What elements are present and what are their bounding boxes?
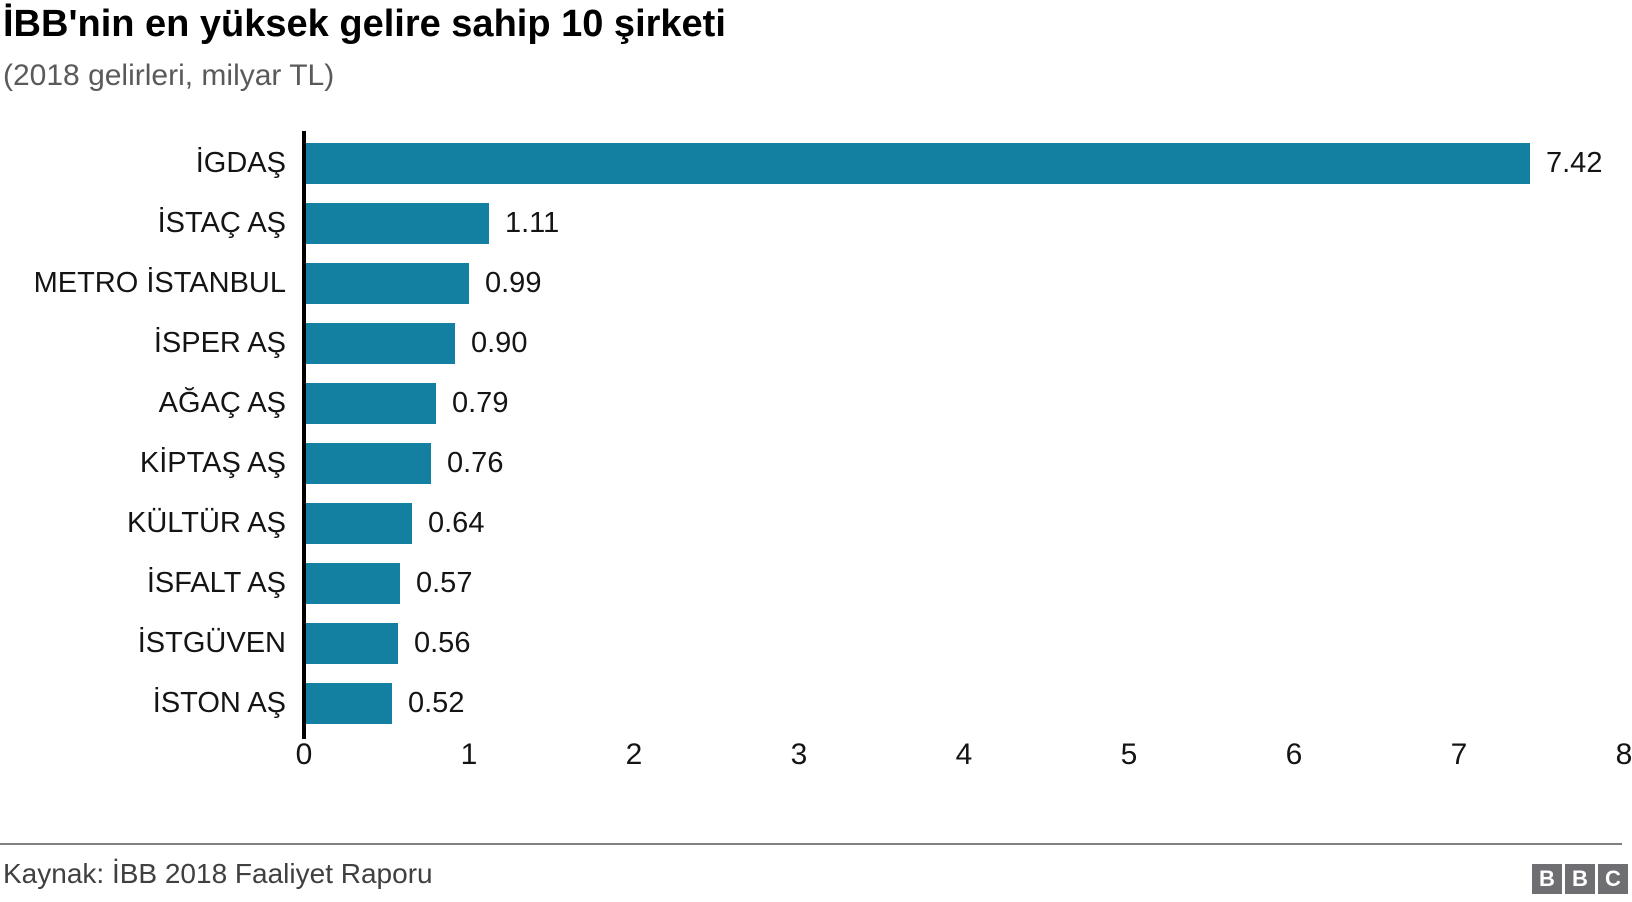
footer-divider <box>0 843 1622 845</box>
x-tick-label: 2 <box>625 738 643 771</box>
bar-rows: İGDAŞ 7.42 İSTAÇ AŞ 1.11 METRO İSTANBUL 0.99 İ… <box>0 133 1632 733</box>
bar-row: İSTGÜVEN 0.56 <box>0 613 1632 673</box>
bar <box>306 322 455 364</box>
bar-row: KİPTAŞ AŞ 0.76 <box>0 433 1632 493</box>
bar-track: 1.11 <box>306 193 1632 253</box>
bar <box>306 442 431 484</box>
bar-row: İSTON AŞ 0.52 <box>0 673 1632 733</box>
bbc-logo-block: C <box>1598 864 1628 894</box>
bar-track: 0.56 <box>306 613 1632 673</box>
bar <box>306 382 436 424</box>
bar <box>306 622 398 664</box>
value-label: 0.56 <box>414 626 471 659</box>
bar <box>306 562 400 604</box>
bar-row: KÜLTÜR AŞ 0.64 <box>0 493 1632 553</box>
category-label: İSTON AŞ <box>152 686 286 719</box>
bar-track: 0.52 <box>306 673 1632 733</box>
x-tick-label: 8 <box>1615 738 1632 771</box>
bar <box>306 202 489 244</box>
chart-title: İBB'nin en yüksek gelire sahip 10 şirket… <box>3 3 726 45</box>
bar-row: İGDAŞ 7.42 <box>0 133 1632 193</box>
bbc-logo-block: B <box>1532 864 1562 894</box>
value-label: 7.42 <box>1546 146 1603 179</box>
bbc-logo-block: B <box>1565 864 1595 894</box>
x-tick-label: 5 <box>1120 738 1138 771</box>
x-tick-label: 4 <box>955 738 973 771</box>
bar-row: İSTAÇ AŞ 1.11 <box>0 193 1632 253</box>
x-tick-label: 7 <box>1450 738 1468 771</box>
bar <box>306 142 1530 184</box>
chart-subtitle: (2018 gelirleri, milyar TL) <box>3 59 335 92</box>
value-label: 0.90 <box>471 326 528 359</box>
category-label: İSPER AŞ <box>153 326 286 359</box>
bar-track: 0.64 <box>306 493 1632 553</box>
bar-track: 0.90 <box>306 313 1632 373</box>
value-label: 0.79 <box>452 386 509 419</box>
value-label: 0.57 <box>416 566 473 599</box>
category-label: İSTAÇ AŞ <box>157 206 286 239</box>
category-label: İGDAŞ <box>195 146 286 179</box>
y-axis-line <box>302 131 306 739</box>
bar <box>306 682 392 724</box>
bar-track: 0.79 <box>306 373 1632 433</box>
bar <box>306 262 469 304</box>
value-label: 0.76 <box>447 446 504 479</box>
value-label: 1.11 <box>505 206 560 239</box>
bar-track: 0.99 <box>306 253 1632 313</box>
x-tick-label: 3 <box>790 738 808 771</box>
bar-track: 0.76 <box>306 433 1632 493</box>
category-label: İSFALT AŞ <box>146 566 286 599</box>
value-label: 0.52 <box>408 686 465 719</box>
category-label: İSTGÜVEN <box>137 626 286 659</box>
bar <box>306 502 412 544</box>
x-tick-label: 1 <box>460 738 478 771</box>
x-tick-label: 6 <box>1285 738 1303 771</box>
bar-track: 0.57 <box>306 553 1632 613</box>
value-label: 0.99 <box>485 266 542 299</box>
category-label: KİPTAŞ AŞ <box>139 446 286 479</box>
bar-row: İSFALT AŞ 0.57 <box>0 553 1632 613</box>
value-label: 0.64 <box>428 506 485 539</box>
source-text: Kaynak: İBB 2018 Faaliyet Raporu <box>3 858 433 889</box>
category-label: METRO İSTANBUL <box>33 266 286 299</box>
category-label: KÜLTÜR AŞ <box>126 506 286 539</box>
bar-track: 7.42 <box>306 133 1632 193</box>
x-tick-label: 0 <box>295 738 313 771</box>
category-label: AĞAÇ AŞ <box>158 386 286 419</box>
x-axis: 0 1 2 3 4 5 6 7 8 <box>0 738 1632 780</box>
bar-row: İSPER AŞ 0.90 <box>0 313 1632 373</box>
bar-row: METRO İSTANBUL 0.99 <box>0 253 1632 313</box>
bar-row: AĞAÇ AŞ 0.79 <box>0 373 1632 433</box>
